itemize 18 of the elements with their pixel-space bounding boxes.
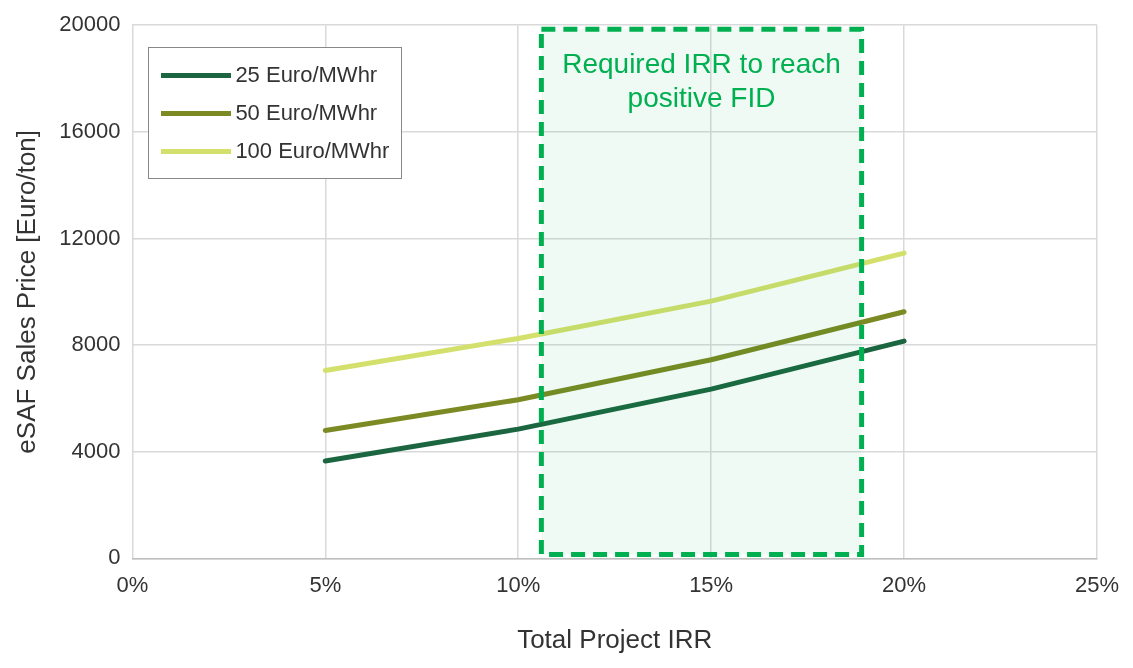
y-tick-label: 0 (108, 544, 121, 570)
legend-label: 25 Euro/MWhr (235, 62, 378, 89)
y-tick-label: 12000 (59, 224, 121, 250)
x-tick-label: 20% (882, 571, 927, 597)
band-label: Required IRR to reach positive FID (562, 47, 841, 113)
legend-label: 50 Euro/MWhr (235, 100, 378, 127)
x-tick-label: 10% (496, 571, 541, 597)
y-tick-label: 16000 (59, 117, 121, 143)
y-tick-label: 20000 (59, 11, 121, 37)
x-tick-label: 25% (1074, 571, 1120, 597)
x-tick-label: 15% (689, 571, 734, 597)
y-tick-label: 4000 (71, 437, 121, 463)
legend-label: 100 Euro/MWhr (235, 138, 390, 165)
y-tick-label: 8000 (71, 331, 121, 357)
x-axis-title: Total Project IRR (517, 623, 713, 654)
y-axis-title: eSAF Sales Price [Euro/ton] (10, 129, 41, 454)
x-tick-label: 5% (309, 571, 342, 597)
x-tick-label: 0% (116, 571, 149, 597)
